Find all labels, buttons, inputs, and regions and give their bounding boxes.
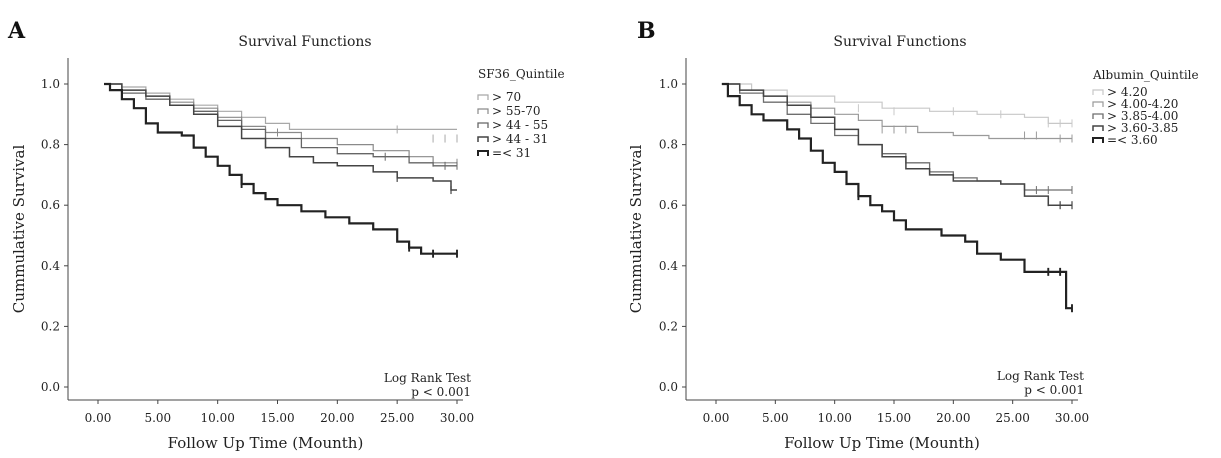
- legend-swatch: [1092, 101, 1104, 107]
- annotation-text: Log Rank Test: [997, 369, 1084, 383]
- x-tick-label: 20.00: [936, 411, 970, 425]
- series-line-4: [721, 83, 1072, 206]
- series-line-3: [104, 83, 457, 167]
- legend-title: Albumin_Quintile: [1092, 68, 1199, 82]
- legend-title: SF36_Quintile: [478, 67, 565, 81]
- series-line-5: [104, 82, 457, 255]
- annotation-text: Log Rank Test: [384, 371, 471, 385]
- x-tick-label: 15.00: [260, 411, 294, 425]
- x-tick-label: 5.00: [762, 411, 789, 425]
- y-tick-label: 0.2: [659, 319, 678, 333]
- x-tick-label: 20.00: [320, 411, 354, 425]
- series-line-5: [721, 82, 1072, 310]
- x-tick-label: 25.00: [995, 411, 1029, 425]
- y-tick-label: 1.0: [41, 77, 60, 91]
- y-axis-title: Cummulative Survival: [627, 145, 645, 314]
- series-line-2: [721, 83, 1072, 140]
- y-tick-label: 0.6: [41, 198, 60, 212]
- x-tick-label: 0.00: [703, 411, 730, 425]
- y-tick-label: 0.8: [41, 138, 60, 152]
- y-tick-label: 0.4: [659, 259, 678, 273]
- x-tick-label: 5.00: [144, 411, 171, 425]
- legend-label: > 3.60-3.85: [1107, 121, 1178, 135]
- y-tick-label: 0.4: [41, 259, 60, 273]
- y-tick-label: 0.0: [659, 380, 678, 394]
- legend-label: =< 3.60: [1107, 133, 1158, 147]
- x-tick-label: 15.00: [877, 411, 911, 425]
- y-axis-title: Cummulative Survival: [10, 145, 28, 314]
- legend-label: > 70: [492, 90, 521, 104]
- x-tick-label: 25.00: [380, 411, 414, 425]
- legend-swatch: [1092, 89, 1104, 95]
- annotation-text: p < 0.001: [411, 385, 471, 399]
- x-axis-title: Follow Up Time (Mounth): [784, 434, 980, 452]
- series-line-1: [104, 83, 457, 130]
- legend-swatch: [477, 122, 489, 128]
- y-tick-label: 0.2: [41, 319, 60, 333]
- legend-swatch: [477, 136, 489, 142]
- panel-letter: A: [7, 18, 26, 44]
- legend-label: =< 31: [492, 146, 531, 160]
- legend-swatch: [477, 150, 489, 156]
- panel-letter: B: [637, 18, 656, 44]
- chart-title: Survival Functions: [238, 34, 371, 50]
- series-line-3: [721, 83, 1072, 191]
- legend-swatch: [1092, 113, 1104, 119]
- legend-swatch: [477, 108, 489, 114]
- x-axis-title: Follow Up Time (Mounth): [168, 434, 364, 452]
- y-tick-label: 0.8: [659, 138, 678, 152]
- y-tick-label: 1.0: [659, 77, 678, 91]
- chart-panel-a: A Survival Functions 0.0 0.2 0.4 0.6 0.8 1.0 0.0…: [7, 18, 565, 452]
- x-tick-label: 0.00: [85, 411, 112, 425]
- legend-label: > 44 - 55: [492, 118, 548, 132]
- x-tick-label: 30.00: [440, 411, 474, 425]
- chart-panel-b: B Survival Functions 0.0 0.2 0.4 0.6 0.8 1.0 0.0…: [627, 18, 1199, 452]
- legend-swatch: [1092, 137, 1104, 143]
- legend-label: > 4.00-4.20: [1107, 97, 1178, 111]
- legend-label: > 55-70: [492, 104, 540, 118]
- series-line-1: [721, 83, 1072, 124]
- annotation-text: p < 0.001: [1024, 383, 1084, 397]
- legend-label: > 4.20: [1107, 85, 1148, 99]
- x-tick-label: 10.00: [817, 411, 851, 425]
- y-tick-label: 0.0: [41, 380, 60, 394]
- legend-swatch: [1092, 125, 1104, 131]
- legend-swatch: [477, 94, 489, 100]
- legend-label: > 44 - 31: [492, 132, 548, 146]
- x-tick-label: 10.00: [200, 411, 234, 425]
- series-line-4: [104, 83, 457, 191]
- y-tick-label: 0.6: [659, 198, 678, 212]
- legend-label: > 3.85-4.00: [1107, 109, 1178, 123]
- chart-title: Survival Functions: [833, 34, 966, 50]
- x-tick-label: 30.00: [1055, 411, 1089, 425]
